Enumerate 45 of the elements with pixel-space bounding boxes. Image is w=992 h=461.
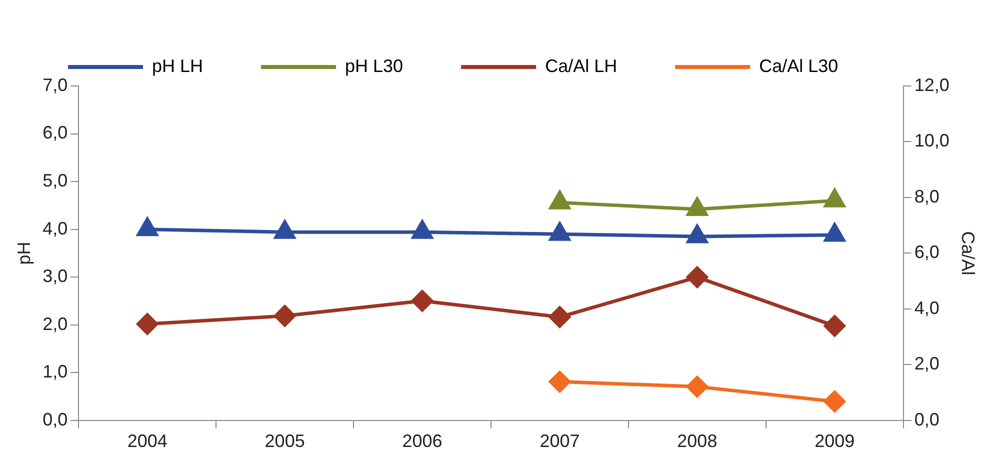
x-tick-label: 2006 <box>402 431 442 452</box>
point <box>824 188 846 208</box>
x-tick-label: 2005 <box>264 431 305 452</box>
point <box>274 305 296 327</box>
point <box>548 306 570 328</box>
point <box>824 390 846 412</box>
y2-tick-label: 2,0 <box>914 354 940 374</box>
y-tick-label: 0,0 <box>42 409 68 430</box>
legend-label: pH L30 <box>345 56 404 76</box>
y2-tick-label: 0,0 <box>914 409 940 430</box>
y-tick-label: 7,0 <box>42 74 68 95</box>
x-tick-label: 2004 <box>127 431 168 452</box>
y2-tick-label: 8,0 <box>914 186 940 206</box>
point <box>549 222 570 241</box>
y-tick-label: 2,0 <box>42 314 68 334</box>
point <box>686 376 708 398</box>
point <box>274 220 296 239</box>
y-axis-title: pH <box>14 242 34 265</box>
point <box>412 290 434 312</box>
point <box>824 315 846 337</box>
y-tick-label: 6,0 <box>42 122 68 143</box>
y2-axis-title: Ca/Al <box>958 231 978 276</box>
point <box>549 190 570 210</box>
x-tick-label: 2008 <box>677 431 718 452</box>
y-tick-label: 3,0 <box>42 266 68 286</box>
y-tick-label: 1,0 <box>42 362 68 382</box>
point <box>686 224 708 244</box>
point <box>686 198 708 216</box>
y2-tick-label: 12,0 <box>914 74 950 95</box>
point <box>824 223 846 242</box>
point <box>136 313 158 335</box>
y2-tick-label: 4,0 <box>914 298 940 318</box>
legend-label: Ca/Al L30 <box>759 56 838 76</box>
legend-label: pH LH <box>152 56 204 76</box>
y-tick-label: 4,0 <box>42 218 68 238</box>
point <box>548 370 570 392</box>
point <box>686 266 708 288</box>
legend-label: Ca/Al LH <box>545 56 618 76</box>
point <box>136 218 158 236</box>
y-tick-label: 5,0 <box>42 170 68 191</box>
x-tick-label: 2007 <box>540 431 580 452</box>
x-tick-label: 2009 <box>814 431 855 452</box>
y2-tick-label: 10,0 <box>914 130 950 151</box>
point <box>412 220 433 239</box>
y2-tick-label: 6,0 <box>914 242 940 262</box>
